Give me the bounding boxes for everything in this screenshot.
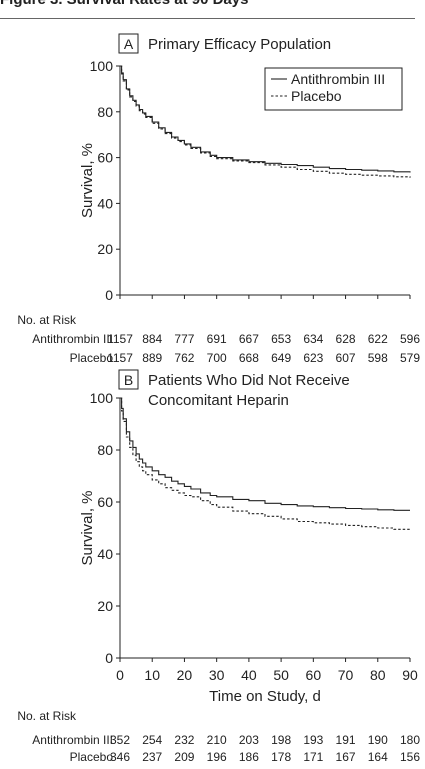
y-tick-label: 0 (105, 287, 113, 303)
risk-value: 691 (207, 332, 227, 346)
risk-value: 596 (400, 332, 420, 346)
risk-value: 190 (368, 733, 388, 747)
risk-value: 167 (336, 750, 356, 764)
x-tick-label: 90 (402, 667, 418, 683)
y-axis-label: Survival, % (79, 143, 96, 218)
risk-value: 352 (110, 733, 130, 747)
chart-panel-a: 0 20 40 60 80 100 Survival, % A Primary Efficacy… (17, 33, 420, 365)
y-tick-label: 80 (97, 442, 113, 458)
risk-value: 209 (174, 750, 194, 764)
legend-label: Antithrombin III (291, 71, 385, 87)
risk-value: 579 (400, 351, 420, 365)
risk-value: 203 (239, 733, 259, 747)
series-line-placebo (120, 65, 411, 178)
y-tick-label: 60 (97, 150, 113, 166)
risk-value: 653 (271, 332, 291, 346)
risk-table-heading: No. at Risk (17, 709, 77, 723)
x-tick-label: 0 (116, 667, 124, 683)
header-rule (0, 18, 415, 19)
risk-value: 623 (303, 351, 323, 365)
chart-title-line: Patients Who Did Not Receive (148, 372, 350, 389)
x-tick-label: 80 (370, 667, 386, 683)
risk-value: 884 (142, 332, 162, 346)
y-tick-label: 20 (97, 598, 113, 614)
y-tick-label: 100 (90, 58, 114, 74)
panel-letter-box (118, 33, 139, 54)
risk-value: 164 (368, 750, 388, 764)
risk-value: 196 (207, 750, 227, 764)
risk-value: 622 (368, 332, 388, 346)
y-tick-label: 100 (90, 390, 114, 406)
risk-value: 607 (336, 351, 356, 365)
risk-value: 210 (207, 733, 227, 747)
x-axis-label: Time on Study, d (209, 688, 321, 705)
risk-table-heading: No. at Risk (17, 313, 77, 327)
risk-value: 667 (239, 332, 259, 346)
series-line-antithrombin (120, 397, 410, 511)
risk-value: 777 (174, 332, 194, 346)
y-tick-label: 40 (97, 195, 113, 211)
x-tick-label: 40 (241, 667, 257, 683)
risk-value: 254 (142, 733, 162, 747)
risk-value: 628 (336, 332, 356, 346)
x-tick-label: 50 (273, 667, 289, 683)
risk-value: 346 (110, 750, 130, 764)
panel-letter: B (124, 372, 133, 388)
risk-value: 1157 (107, 332, 133, 346)
panel-letter-box (118, 369, 139, 390)
page-header: Figure 3. Survival Rates at 90 Days (0, 0, 425, 22)
y-tick-label: 60 (97, 494, 113, 510)
chart-title-line: Primary Efficacy Population (148, 36, 331, 53)
x-tick-label: 70 (338, 667, 354, 683)
risk-value: 237 (142, 750, 162, 764)
y-tick-label: 40 (97, 546, 113, 562)
y-tick-label: 80 (97, 104, 113, 120)
figure-caption: Figure 3. Survival Rates at 90 Days (0, 0, 248, 8)
risk-value: 1157 (107, 351, 133, 365)
risk-value: 198 (271, 733, 291, 747)
x-tick-label: 30 (209, 667, 225, 683)
y-axis-label: Survival, % (79, 490, 96, 565)
risk-value: 700 (207, 351, 227, 365)
legend-box (264, 67, 403, 111)
x-tick-label: 60 (306, 667, 322, 683)
risk-value: 186 (239, 750, 259, 764)
risk-row-label: Placebo (70, 351, 114, 365)
risk-value: 171 (303, 750, 323, 764)
chart-title-line: Concomitant Heparin (148, 392, 289, 409)
risk-value: 178 (271, 750, 291, 764)
y-tick-label: 20 (97, 241, 113, 257)
series-line-placebo (120, 397, 410, 530)
risk-value: 889 (142, 351, 162, 365)
y-tick-label: 0 (105, 650, 113, 666)
risk-value: 193 (303, 733, 323, 747)
risk-value: 762 (174, 351, 194, 365)
risk-value: 649 (271, 351, 291, 365)
legend-label: Placebo (291, 88, 342, 104)
risk-value: 232 (174, 733, 194, 747)
series-line-antithrombin (120, 65, 411, 173)
risk-row-label: Placebo (70, 750, 114, 764)
x-tick-label: 10 (144, 667, 160, 683)
risk-value: 156 (400, 750, 420, 764)
risk-value: 598 (368, 351, 388, 365)
risk-row-label: Antithrombin III (32, 332, 113, 346)
x-tick-label: 20 (177, 667, 193, 683)
risk-value: 668 (239, 351, 259, 365)
panel-letter: A (124, 36, 134, 52)
risk-value: 191 (336, 733, 356, 747)
risk-value: 634 (303, 332, 323, 346)
risk-row-label: Antithrombin III (32, 733, 113, 747)
risk-value: 180 (400, 733, 420, 747)
chart-panel-b: 0 20 40 60 80 100 0 10 20 30 40 50 60 70 80 90 Survival,… (17, 369, 420, 764)
